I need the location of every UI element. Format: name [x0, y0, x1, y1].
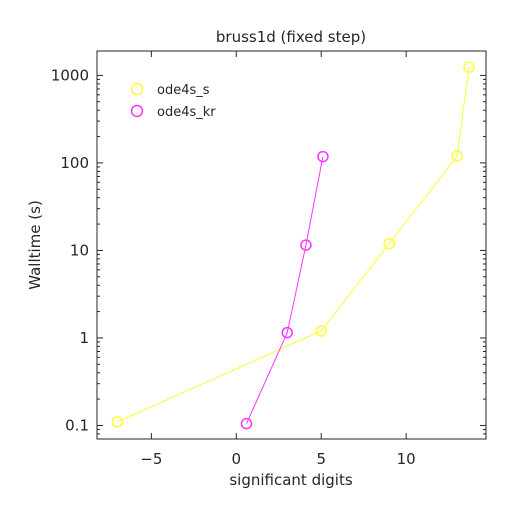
y-tick-label: 10 [70, 241, 89, 259]
series-ode4s_kr [240, 150, 329, 430]
data-point [463, 61, 475, 73]
x-axis-label: significant digits [229, 471, 352, 489]
y-tick-label: 100 [60, 154, 89, 172]
x-tick-label: 5 [316, 450, 326, 468]
data-point [315, 325, 327, 337]
y-tick-label: 1000 [51, 66, 89, 84]
y-tick-label: 0.1 [65, 416, 89, 434]
data-point [300, 239, 312, 251]
legend-marker [130, 82, 144, 96]
legend-marker [130, 104, 144, 118]
data-point [451, 150, 463, 162]
series-ode4s_s [111, 61, 475, 428]
legend-item: ode4s_kr [130, 104, 216, 120]
x-tick-label: 10 [397, 450, 416, 468]
legend-item: ode4s_s [130, 82, 210, 98]
x-tick-label: 0 [232, 450, 242, 468]
plot-area [96, 50, 487, 440]
data-point [383, 237, 395, 250]
legend-label: ode4s_s [157, 83, 210, 98]
y-axis-label: Walltime (s) [26, 200, 44, 290]
x-tick-label: −5 [140, 450, 162, 468]
y-tick-label: 1 [79, 329, 89, 347]
legend: ode4s_s ode4s_kr [130, 82, 216, 120]
chart-title: bruss1d (fixed step) [216, 28, 366, 46]
y-axis: 0.1 1 10 100 1000 [51, 66, 486, 440]
data-point [111, 416, 124, 428]
x-axis: −5 0 5 10 [140, 51, 416, 468]
data-point [281, 326, 294, 339]
series-line [117, 67, 470, 423]
series-line [246, 156, 324, 424]
legend-label: ode4s_kr [157, 105, 216, 120]
data-point [240, 417, 253, 430]
data-point [317, 150, 329, 163]
series-layer [111, 61, 475, 430]
